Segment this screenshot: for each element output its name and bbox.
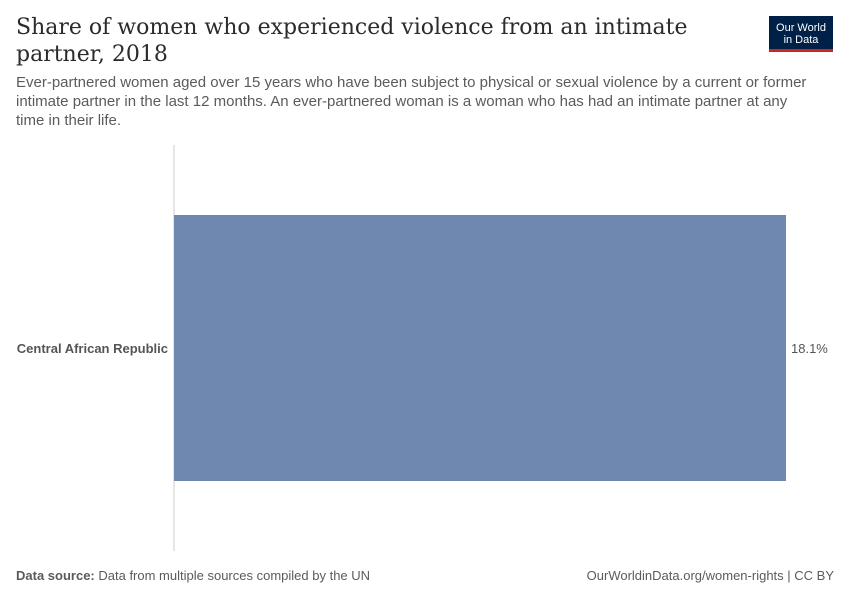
logo-line-1: Our World <box>776 22 826 34</box>
data-source-text: Data from multiple sources compiled by t… <box>98 568 371 583</box>
category-label: Central African Republic <box>17 341 168 356</box>
chart-title: Share of women who experienced violence … <box>16 15 688 67</box>
value-label: 18.1% <box>791 341 828 356</box>
chart-subtitle: Ever-partnered women aged over 15 years … <box>16 74 807 129</box>
logo-line-2: in Data <box>783 34 819 46</box>
bar-chart: Central African Republic 18.1% <box>17 145 828 551</box>
source-link[interactable]: OurWorldinData.org/women-rights | CC BY <box>586 568 834 583</box>
data-source-label: Data source: <box>16 568 95 583</box>
data-source: Data source: Data from multiple sources … <box>16 568 370 583</box>
owid-logo[interactable]: Our World in Data <box>769 16 833 52</box>
bar[interactable] <box>174 215 786 481</box>
